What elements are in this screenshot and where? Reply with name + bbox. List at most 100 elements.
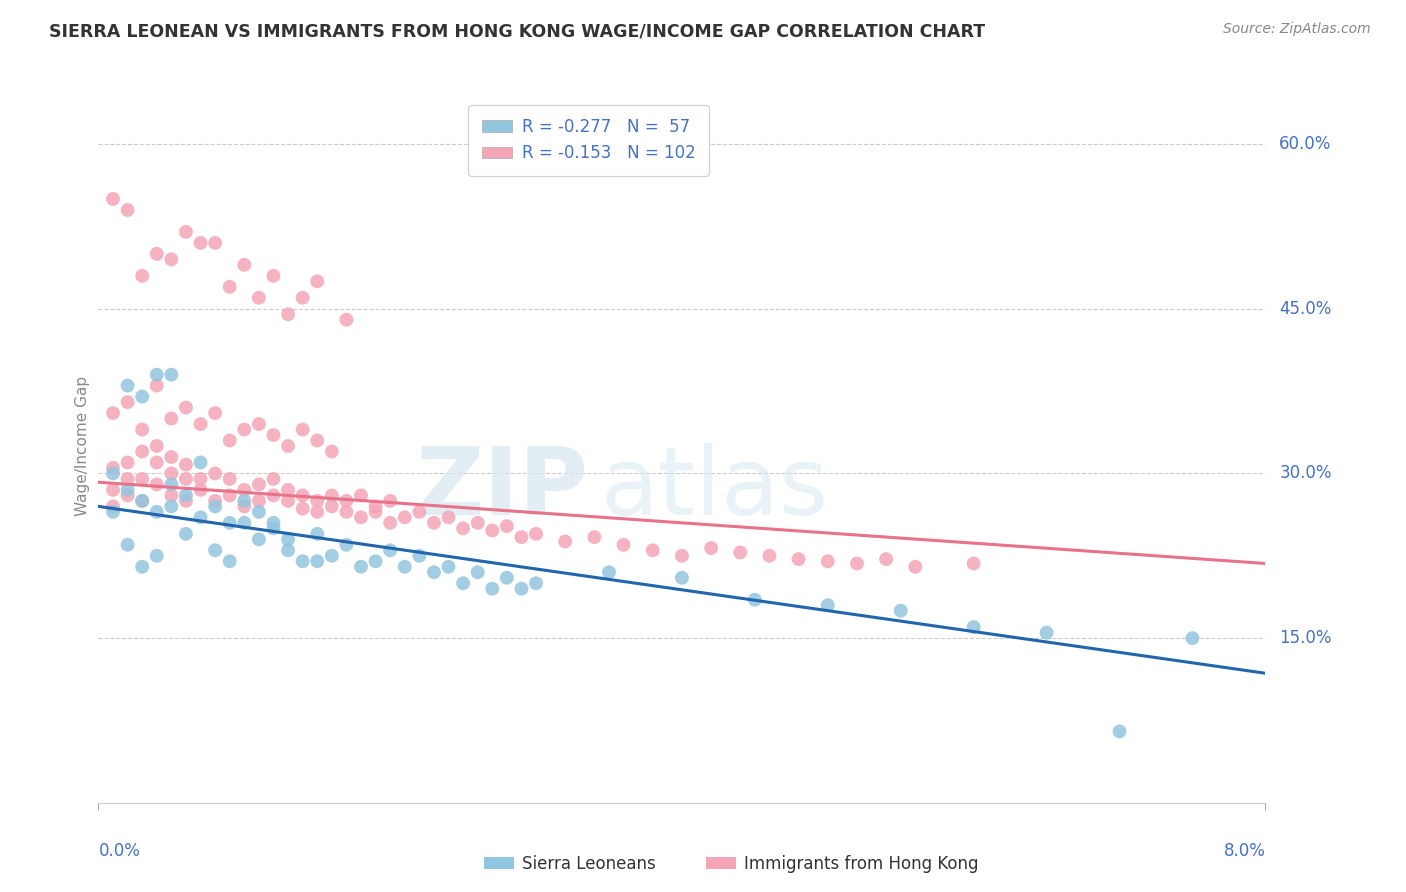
Text: 45.0%: 45.0% (1279, 300, 1331, 318)
Point (307, 554, 329, 568)
Point (117, 472, 139, 486)
Point (277, 494, 299, 508)
Point (218, 472, 240, 486)
Point (962, 620, 984, 634)
Point (247, 533, 270, 547)
Point (262, 516, 284, 530)
Point (247, 505, 270, 519)
Point (364, 500, 387, 514)
Point (408, 505, 430, 519)
Point (350, 488, 373, 502)
Point (204, 467, 226, 481)
Point (394, 559, 416, 574)
Text: SIERRA LEONEAN VS IMMIGRANTS FROM HONG KONG WAGE/INCOME GAP CORRELATION CHART: SIERRA LEONEAN VS IMMIGRANTS FROM HONG K… (49, 22, 986, 40)
Point (101, 192, 124, 206)
Point (817, 554, 839, 568)
Point (247, 291, 270, 305)
Point (190, 455, 212, 469)
Point (131, 494, 153, 508)
Point (307, 274, 329, 288)
Point (233, 423, 256, 437)
Point (890, 604, 912, 618)
Point (335, 538, 357, 552)
Point (758, 549, 780, 563)
Point (174, 472, 197, 486)
Point (423, 566, 446, 580)
Text: 0.0%: 0.0% (98, 842, 141, 860)
Point (233, 258, 256, 272)
Point (451, 576, 474, 591)
Point (335, 494, 357, 508)
Legend: R = -0.277   N =  57, R = -0.153   N = 102: R = -0.277 N = 57, R = -0.153 N = 102 (468, 104, 709, 176)
Point (117, 202, 139, 217)
Point (146, 247, 169, 261)
Text: Source: ZipAtlas.com: Source: ZipAtlas.com (1223, 22, 1371, 37)
Point (247, 477, 270, 491)
Point (321, 488, 343, 502)
Point (146, 378, 169, 392)
Point (641, 543, 664, 558)
Point (160, 477, 183, 491)
Point (1108, 724, 1130, 739)
Point (204, 235, 226, 250)
Point (204, 500, 226, 514)
Point (350, 510, 373, 524)
Point (247, 494, 270, 508)
Point (612, 538, 634, 552)
Text: atlas: atlas (600, 442, 828, 535)
Point (510, 582, 533, 596)
Point (160, 450, 183, 464)
Point (131, 423, 153, 437)
Y-axis label: Wage/Income Gap: Wage/Income Gap (75, 376, 90, 516)
Point (307, 434, 329, 448)
Point (394, 510, 416, 524)
Point (321, 500, 343, 514)
Point (291, 423, 314, 437)
Point (101, 500, 124, 514)
Point (218, 516, 240, 530)
Point (291, 291, 314, 305)
Text: 15.0%: 15.0% (1279, 629, 1331, 647)
Point (787, 552, 810, 566)
Point (101, 406, 124, 420)
Point (190, 472, 212, 486)
Point (277, 307, 299, 321)
Point (321, 549, 343, 563)
Point (554, 534, 576, 549)
Point (1035, 625, 1057, 640)
Point (190, 235, 212, 250)
Point (744, 592, 766, 607)
Point (496, 571, 519, 585)
Point (904, 559, 927, 574)
Point (160, 252, 183, 267)
Point (101, 483, 124, 497)
Point (291, 501, 314, 516)
Point (335, 505, 357, 519)
Point (423, 516, 446, 530)
Point (277, 483, 299, 497)
Legend: Sierra Leoneans, Immigrants from Hong Kong: Sierra Leoneans, Immigrants from Hong Ko… (477, 848, 986, 880)
Point (380, 494, 402, 508)
Text: 30.0%: 30.0% (1279, 465, 1331, 483)
Point (307, 505, 329, 519)
Point (467, 516, 489, 530)
Point (496, 519, 519, 533)
Point (174, 526, 197, 541)
Point (380, 516, 402, 530)
Point (131, 268, 153, 283)
Point (117, 378, 139, 392)
Point (845, 557, 868, 571)
Point (218, 554, 240, 568)
Point (451, 521, 474, 535)
Point (307, 494, 329, 508)
Point (131, 472, 153, 486)
Point (247, 417, 270, 431)
Point (335, 312, 357, 326)
Point (1181, 631, 1204, 645)
Point (117, 538, 139, 552)
Point (218, 488, 240, 502)
Point (204, 406, 226, 420)
Point (218, 280, 240, 294)
Point (233, 500, 256, 514)
Point (321, 444, 343, 458)
